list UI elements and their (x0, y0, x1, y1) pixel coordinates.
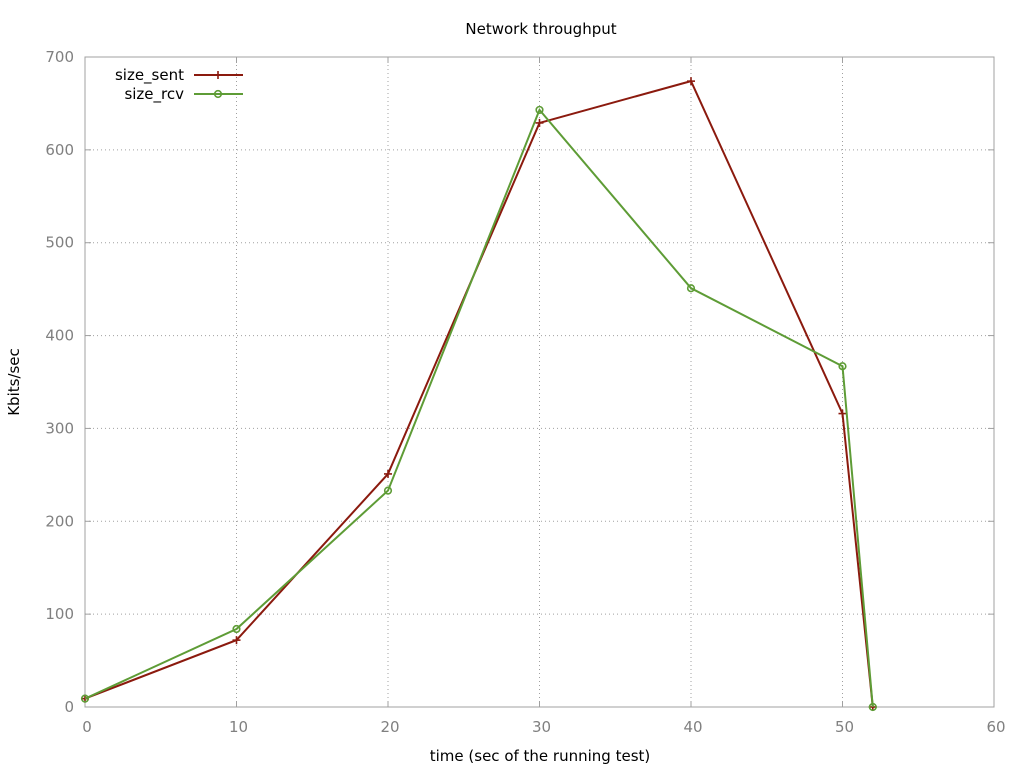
y-tick-label: 0 (64, 698, 74, 716)
y-tick-label: 500 (45, 234, 74, 252)
series-size_rcv (80, 105, 877, 712)
x-tick-label: 20 (380, 718, 399, 736)
chart-title: Network throughput (465, 20, 616, 38)
y-tick-label: 600 (45, 141, 74, 159)
x-axis-title: time (sec of the running test) (430, 747, 651, 765)
data-point-size_sent (838, 409, 847, 418)
data-point-size_rcv (838, 362, 847, 371)
data-point-size_rcv (80, 694, 90, 703)
data-point-size_sent (232, 636, 241, 645)
y-tick-label: 400 (45, 327, 74, 345)
legend-item-size_rcv: size_rcv (124, 85, 243, 104)
data-point-size_rcv (535, 105, 544, 115)
x-tick-label: 30 (532, 718, 551, 736)
series-line-size_rcv (84, 107, 874, 708)
y-tick-label: 700 (45, 48, 74, 66)
y-tick-label: 200 (45, 512, 74, 530)
y-axis-title: Kbits/sec (5, 348, 23, 416)
data-point-size_rcv (868, 702, 877, 712)
data-point-size_rcv (232, 624, 241, 634)
x-axis-ticks: 0 10 20 30 40 50 60 (82, 57, 1006, 736)
legend-item-size_sent: size_sent (115, 66, 243, 85)
y-axis-ticks: 0 100 200 300 400 500 600 700 (45, 48, 994, 716)
data-point-size_rcv (383, 486, 393, 495)
data-point-size_rcv (686, 284, 696, 293)
legend-marker (213, 89, 223, 99)
grid (85, 57, 994, 707)
series-size_sent (81, 77, 877, 711)
series-line-size_sent (84, 79, 874, 708)
y-tick-label: 300 (45, 419, 74, 437)
data-point-size_sent (535, 118, 544, 127)
legend-label: size_rcv (124, 85, 184, 104)
x-tick-label: 40 (683, 718, 702, 736)
legend-label: size_sent (115, 66, 184, 85)
series-group (80, 77, 877, 712)
x-tick-label: 10 (229, 718, 248, 736)
x-tick-label: 50 (835, 718, 854, 736)
x-tick-label: 60 (986, 718, 1005, 736)
legend-marker (214, 71, 222, 79)
y-tick-label: 100 (45, 605, 74, 623)
data-point-size_sent (687, 77, 695, 86)
data-point-size_sent (384, 469, 392, 478)
x-tick-label: 0 (82, 718, 92, 736)
